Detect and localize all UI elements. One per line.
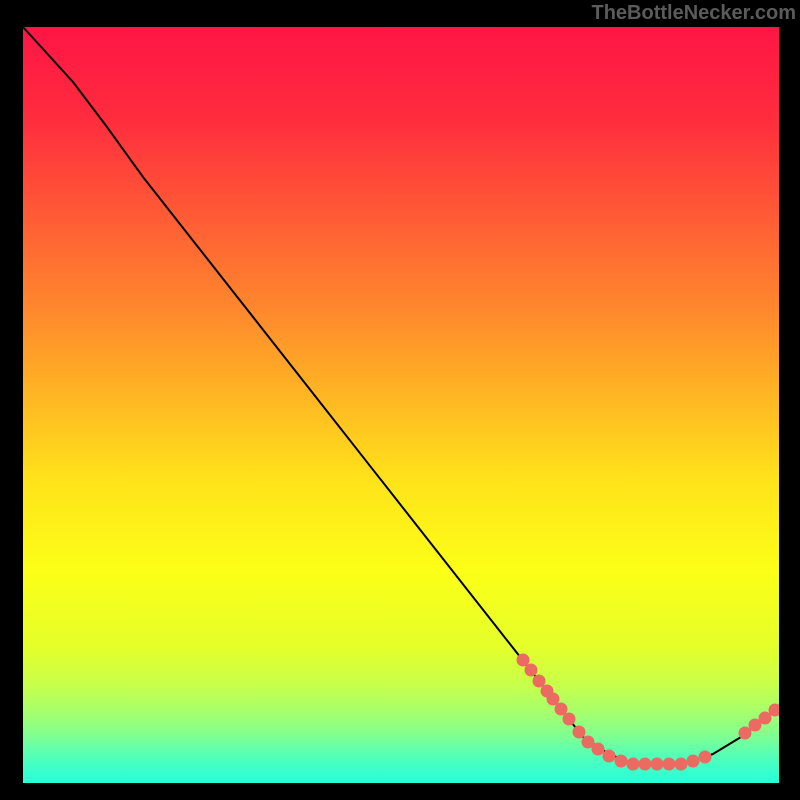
marker-point	[603, 750, 616, 763]
plot-background	[23, 27, 779, 783]
marker-point	[699, 751, 712, 764]
marker-point	[525, 664, 538, 677]
marker-point	[687, 755, 700, 768]
marker-point	[675, 758, 688, 771]
attribution-label: TheBottleNecker.com	[591, 2, 796, 25]
marker-point	[563, 713, 576, 726]
marker-point	[573, 726, 586, 739]
marker-point	[592, 743, 605, 756]
marker-point	[615, 755, 628, 768]
plot-area	[23, 27, 779, 783]
marker-point	[627, 758, 640, 771]
marker-point	[651, 758, 664, 771]
marker-point	[639, 758, 652, 771]
marker-point	[663, 758, 676, 771]
chart-canvas: TheBottleNecker.com	[0, 0, 800, 800]
plot-svg	[23, 27, 779, 783]
